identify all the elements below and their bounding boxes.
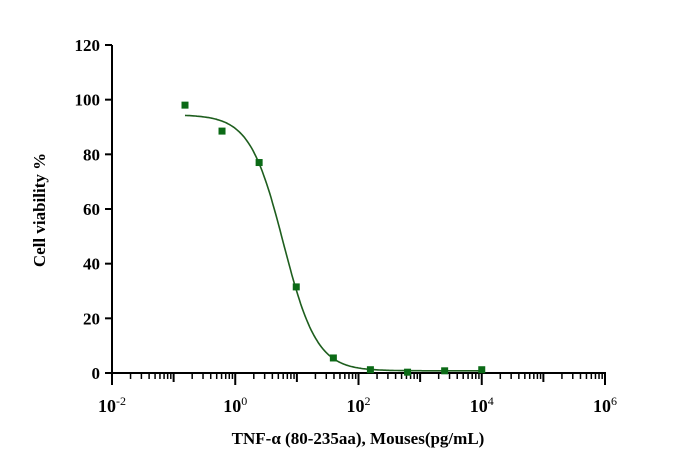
- y-tick-label: 80: [83, 145, 100, 164]
- y-tick-label: 120: [75, 36, 101, 55]
- y-tick-label: 60: [83, 200, 100, 219]
- data-points: [181, 101, 486, 376]
- data-point: [329, 354, 337, 362]
- data-point: [404, 368, 412, 376]
- y-tick-label: 20: [83, 309, 100, 328]
- data-point: [218, 127, 226, 135]
- y-tick-label: 100: [75, 91, 101, 110]
- x-tick-label: 106: [593, 394, 617, 416]
- data-point: [441, 367, 449, 375]
- data-point: [478, 366, 486, 374]
- y-tick-label: 0: [92, 364, 101, 383]
- x-tick-label: 104: [470, 394, 494, 416]
- ticks: 0 20 40 60 80 100 120 10-2 100 102 104 106: [75, 36, 618, 416]
- x-tick-label: 102: [347, 394, 371, 416]
- x-tick-label: 10-2: [98, 394, 126, 416]
- x-axis-label: TNF-α (80-235aa), Mouses(pg/mL): [232, 429, 485, 448]
- data-point: [366, 366, 374, 374]
- axes: [111, 45, 606, 374]
- y-tick-label: 40: [83, 255, 100, 274]
- data-point: [255, 159, 263, 167]
- data-point: [292, 283, 300, 291]
- data-point: [181, 101, 189, 109]
- fit-curve: [184, 114, 482, 372]
- y-axis-label: Cell viability %: [30, 153, 49, 267]
- x-tick-label: 100: [223, 394, 247, 416]
